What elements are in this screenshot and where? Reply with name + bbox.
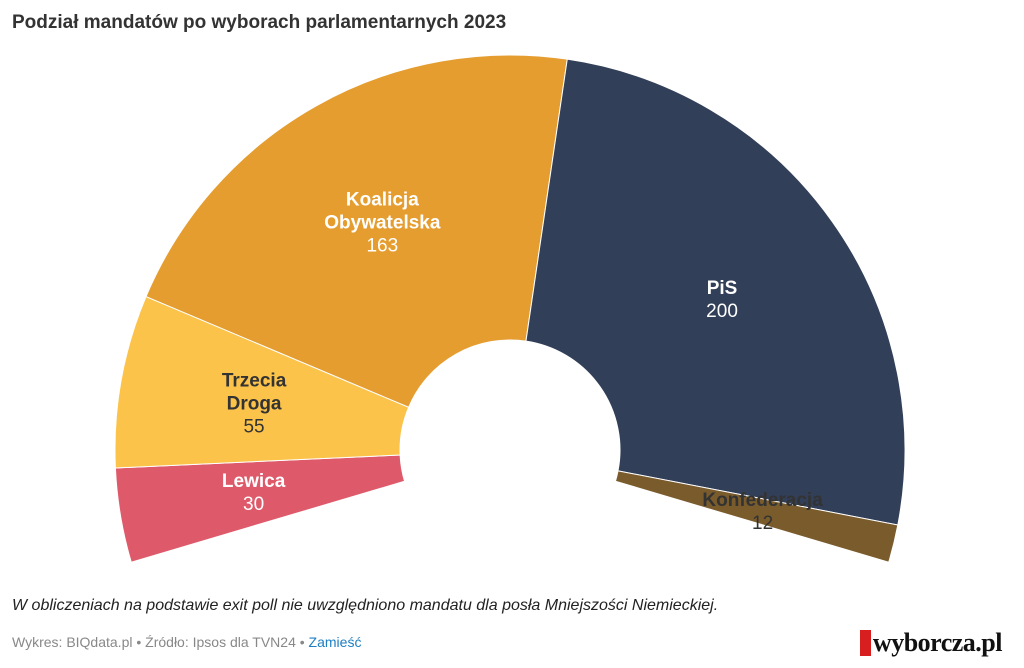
chart-title: Podział mandatów po wyborach parlamentar…: [12, 12, 507, 33]
seat-count: 200: [706, 300, 738, 322]
source: Źródło: Ipsos dla TVN24 •: [145, 634, 305, 650]
logo: wyborcza.pl: [859, 628, 1003, 658]
seat-wedge: [145, 54, 568, 408]
credit: Wykres: BIQdata.pl •: [12, 634, 142, 650]
party-name: Koalicja Obywatelska: [324, 189, 441, 234]
logo-mark: [859, 630, 871, 656]
seat-count: 163: [366, 235, 399, 257]
seat-count: 12: [752, 512, 774, 534]
wedge-label: Trzecia Droga 55: [222, 370, 286, 439]
note: W obliczeniach na podstawie exit poll ni…: [12, 597, 719, 614]
wedge-label: Konfederacja 12: [702, 489, 822, 535]
seat-count: 55: [243, 416, 265, 438]
seat-wedge: [614, 470, 899, 563]
logo-text: wyborcza.pl: [872, 628, 1003, 657]
party-name: Trzecia Droga: [221, 370, 287, 415]
seat-count: 30: [243, 494, 265, 516]
party-name: Konfederacja: [702, 489, 823, 511]
footer: Wykres: BIQdata.pl • Źródło: Ipsos dla T…: [12, 634, 361, 650]
wedge-label: PiS 200: [706, 277, 738, 323]
wedge-label: Lewica 30: [222, 470, 285, 516]
wedge-label: Koalicja Obywatelska 163: [324, 189, 440, 258]
seat-wedge: [525, 58, 906, 526]
seat-wedge: [114, 295, 410, 469]
embed-link[interactable]: Zamieść: [308, 634, 362, 650]
party-name: Lewica: [221, 471, 286, 493]
party-name: PiS: [706, 277, 738, 299]
